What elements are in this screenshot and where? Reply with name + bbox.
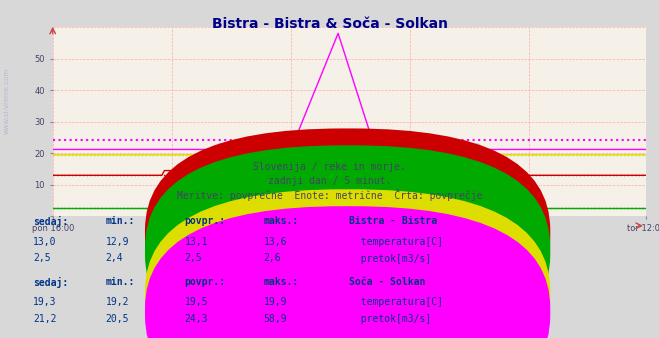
- Text: sedaj:: sedaj:: [33, 277, 68, 288]
- Text: 20,5: 20,5: [105, 314, 129, 324]
- Text: 12,9: 12,9: [105, 237, 129, 247]
- Text: 13,1: 13,1: [185, 237, 208, 247]
- Text: Meritve: povprečne  Enote: metrične  Črta: povprečje: Meritve: povprečne Enote: metrične Črta:…: [177, 189, 482, 201]
- Text: 19,9: 19,9: [264, 297, 287, 308]
- Text: temperatura[C]: temperatura[C]: [349, 297, 444, 308]
- Text: Slovenija / reke in morje.: Slovenija / reke in morje.: [253, 162, 406, 172]
- Text: 19,2: 19,2: [105, 297, 129, 308]
- Text: povpr.:: povpr.:: [185, 216, 225, 226]
- Text: maks.:: maks.:: [264, 277, 299, 287]
- Text: 21,2: 21,2: [33, 314, 57, 324]
- Text: Bistra - Bistra & Soča - Solkan: Bistra - Bistra & Soča - Solkan: [212, 17, 447, 31]
- Text: min.:: min.:: [105, 216, 135, 226]
- Text: sedaj:: sedaj:: [33, 216, 68, 227]
- Text: 24,3: 24,3: [185, 314, 208, 324]
- Text: 19,3: 19,3: [33, 297, 57, 308]
- Text: 58,9: 58,9: [264, 314, 287, 324]
- Text: pretok[m3/s]: pretok[m3/s]: [349, 314, 432, 324]
- Text: zadnji dan / 5 minut.: zadnji dan / 5 minut.: [268, 176, 391, 186]
- Text: 13,0: 13,0: [33, 237, 57, 247]
- Text: 13,6: 13,6: [264, 237, 287, 247]
- Text: 2,5: 2,5: [185, 254, 202, 264]
- Text: povpr.:: povpr.:: [185, 277, 225, 287]
- Text: www.si-vreme.com: www.si-vreme.com: [215, 138, 483, 162]
- Text: min.:: min.:: [105, 277, 135, 287]
- Text: 2,5: 2,5: [33, 254, 51, 264]
- Text: pretok[m3/s]: pretok[m3/s]: [349, 254, 432, 264]
- Text: www.si-vreme.com: www.si-vreme.com: [3, 68, 10, 135]
- Text: Bistra - Bistra: Bistra - Bistra: [349, 216, 438, 226]
- Text: maks.:: maks.:: [264, 216, 299, 226]
- Text: 19,5: 19,5: [185, 297, 208, 308]
- Text: Soča - Solkan: Soča - Solkan: [349, 277, 426, 287]
- Text: temperatura[C]: temperatura[C]: [349, 237, 444, 247]
- Text: 2,4: 2,4: [105, 254, 123, 264]
- Text: 2,6: 2,6: [264, 254, 281, 264]
